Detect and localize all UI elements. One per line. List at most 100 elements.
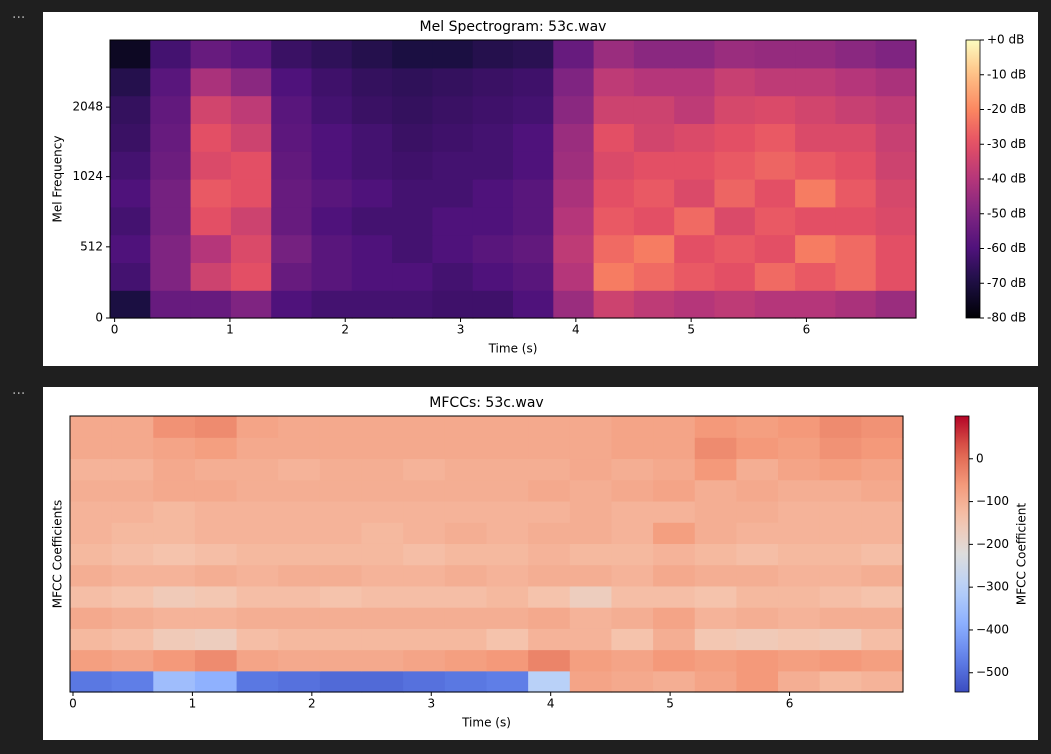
heatmap-cell — [653, 416, 696, 438]
heatmap-cell — [444, 628, 488, 651]
heatmap-cell — [694, 522, 737, 544]
heatmap-cell — [236, 564, 279, 587]
heatmap-cell — [432, 123, 474, 152]
heatmap-cell — [230, 290, 272, 319]
heatmap-cell — [611, 628, 654, 651]
heatmap-cell — [236, 458, 279, 481]
heatmap-cell — [111, 670, 154, 693]
heatmap-cell — [444, 670, 488, 693]
heatmap-cell — [150, 206, 192, 236]
heatmap-cell — [835, 95, 877, 124]
colorbar-tick-label: −500 — [976, 665, 1009, 679]
heatmap-cell — [528, 479, 571, 502]
heatmap-cell — [569, 458, 613, 481]
heatmap-cell — [444, 649, 488, 672]
heatmap-cell — [278, 543, 321, 566]
x-tick-label: 4 — [547, 697, 555, 711]
heatmap-cell — [513, 151, 554, 180]
heatmap-cell — [569, 670, 613, 693]
heatmap-cell — [230, 40, 272, 69]
heatmap-cell — [271, 95, 313, 124]
heatmap-cell — [271, 40, 313, 69]
heatmap-cell — [633, 40, 675, 69]
heatmap-cell — [194, 522, 238, 544]
y-tick-label: 0 — [95, 311, 103, 325]
heatmap-cell — [278, 670, 321, 693]
heatmap-cell — [70, 585, 113, 608]
heatmap-cell — [486, 607, 529, 629]
heatmap-cell — [754, 262, 796, 291]
heatmap-cell — [236, 500, 279, 523]
heatmap-cell — [513, 40, 554, 69]
heatmap-cell — [472, 151, 514, 180]
heatmap-cell — [674, 262, 716, 291]
heatmap-cell — [778, 543, 821, 566]
heatmap-cell — [472, 123, 514, 152]
heatmap-cell — [230, 95, 272, 124]
colorbar-tick-label: −300 — [976, 580, 1009, 594]
heatmap-cell — [194, 564, 238, 587]
heatmap-cell — [319, 500, 363, 523]
heatmap-cell — [311, 262, 353, 291]
x-axis-label: Time (s) — [488, 342, 538, 356]
heatmap-cell — [194, 416, 238, 438]
heatmap-cell — [633, 151, 675, 180]
heatmap-cell — [190, 151, 232, 180]
heatmap-cell — [861, 670, 904, 693]
heatmap-cell — [778, 649, 821, 672]
heatmap-cell — [319, 670, 363, 693]
heatmap-cell — [111, 543, 154, 566]
heatmap-cell — [153, 628, 196, 651]
heatmap-cell — [569, 500, 613, 523]
heatmap-cell — [361, 437, 404, 460]
heatmap-cell — [528, 500, 571, 523]
heatmap-cell — [674, 179, 716, 208]
cell-marker: ··· — [12, 10, 25, 26]
heatmap-cell — [553, 151, 595, 180]
heatmap-cell — [611, 649, 654, 672]
colorbar-tick-label: −100 — [976, 494, 1009, 508]
heatmap-cell — [714, 95, 756, 124]
heatmap-cell — [351, 290, 393, 319]
heatmap-cell — [153, 416, 196, 438]
colorbar — [965, 39, 981, 319]
heatmap-cell — [278, 649, 321, 672]
heatmap-cell — [111, 437, 154, 460]
heatmap-cell — [861, 607, 904, 629]
heatmap-cell — [819, 479, 862, 502]
heatmap-cell — [110, 206, 151, 236]
heatmap-cell — [403, 607, 446, 629]
heatmap-cell — [569, 607, 613, 629]
heatmap-cell — [593, 95, 635, 124]
heatmap-cell — [569, 479, 613, 502]
y-tick-label: 2048 — [72, 100, 103, 114]
heatmap-cell — [444, 522, 488, 544]
heatmap-cell — [153, 585, 196, 608]
heatmap-cell — [694, 437, 737, 460]
x-tick-label: 0 — [69, 697, 77, 711]
heatmap-cell — [754, 290, 796, 319]
heatmap-cell — [432, 95, 474, 124]
heatmap-cell — [432, 290, 474, 319]
heatmap-cell — [653, 649, 696, 672]
heatmap-cell — [319, 564, 363, 587]
heatmap-cell — [553, 206, 595, 236]
heatmap-cell — [111, 416, 154, 438]
heatmap-cell — [70, 628, 113, 651]
heatmap-cell — [486, 585, 529, 608]
heatmap-cell — [513, 234, 554, 263]
heatmap-cell — [150, 262, 192, 291]
heatmap-cell — [795, 67, 836, 97]
heatmap-cell — [111, 649, 154, 672]
heatmap-cell — [875, 206, 917, 236]
heatmap-cell — [513, 262, 554, 291]
heatmap-cell — [486, 628, 529, 651]
x-tick-label: 0 — [111, 323, 119, 337]
heatmap-cell — [553, 262, 595, 291]
heatmap-cell — [875, 40, 917, 69]
heatmap-cell — [513, 206, 554, 236]
heatmap-cell — [190, 40, 232, 69]
colorbar-tick-label: −200 — [976, 537, 1009, 551]
heatmap-cell — [486, 564, 529, 587]
